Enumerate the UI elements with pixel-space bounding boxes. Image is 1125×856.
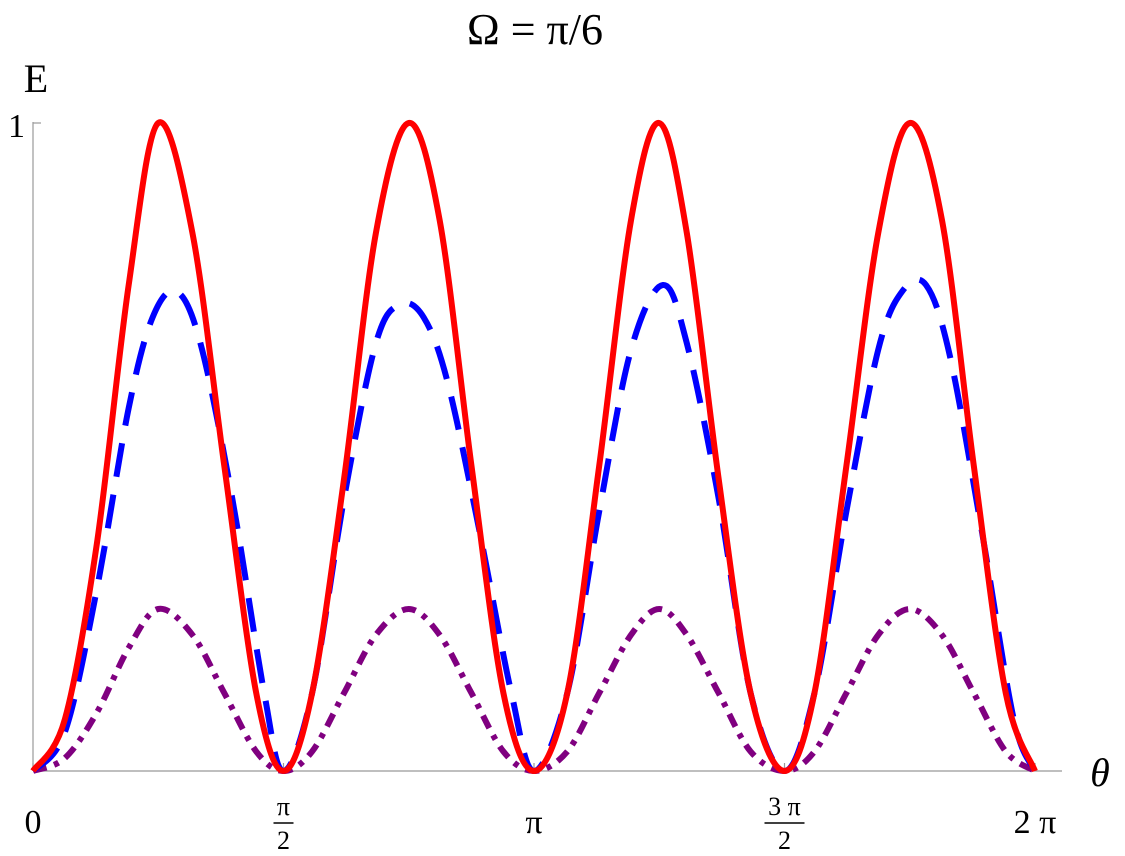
series-line-dashdot (31, 605, 1037, 774)
x-tick-numerator: 3 π (768, 792, 801, 821)
series-line-solid (30, 119, 1038, 774)
y-axis-label: E (24, 56, 48, 101)
chart-title: Ω = π/6 (467, 5, 603, 54)
series-group (30, 119, 1038, 774)
x-tick-label: π (525, 804, 542, 841)
x-tick-numerator: π (277, 792, 290, 821)
x-axis-label: θ (1090, 750, 1110, 795)
x-tick-denominator: 2 (778, 826, 791, 855)
x-tick-label: 2 π (1014, 804, 1057, 841)
series-line-dashed (30, 276, 1038, 774)
x-tick-denominator: 2 (277, 826, 290, 855)
tick-group: 0 π 2 π 3 π 2 2 π 1 (8, 108, 1056, 855)
y-tick-label: 1 (8, 108, 25, 145)
x-tick-label: 0 (25, 804, 42, 841)
